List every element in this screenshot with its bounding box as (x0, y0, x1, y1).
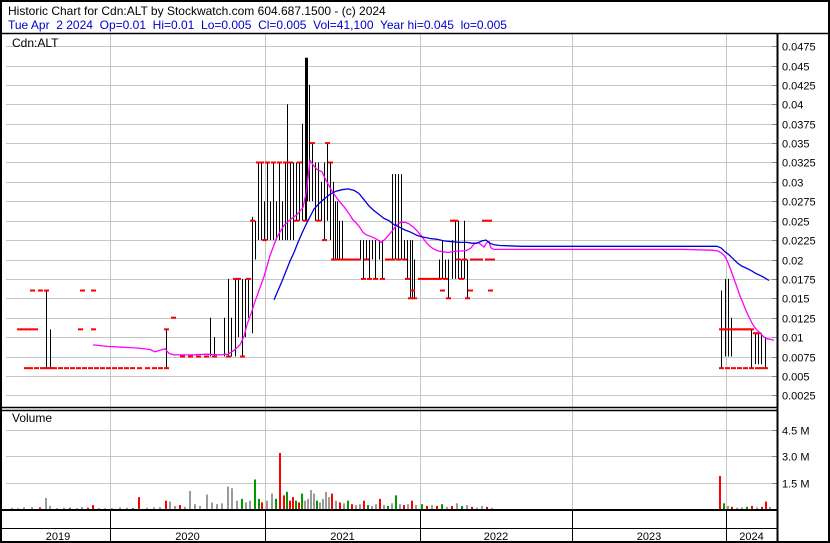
price-tick-label: 0.0075 (782, 353, 816, 365)
price-tick-label: 0.015 (782, 294, 810, 306)
year-axis-labels: 2019 2020 2021 2022 2023 2024 (46, 531, 764, 543)
symbol-label: Cdn:ALT (12, 36, 59, 50)
volume-axis-labels: 4.5 M 3.0 M 1.5 M (782, 426, 810, 491)
pane-labels: Cdn:ALT (12, 36, 59, 50)
price-tick-label: 0.0225 (782, 236, 816, 248)
price-tick-label: 0.025 (782, 217, 810, 229)
price-axis-labels: 0.0475 0.045 0.0425 0.04 0.0375 0.035 0.0325 0.… (782, 42, 816, 403)
year-label: 2022 (484, 531, 508, 543)
price-tick-label: 0.0025 (782, 391, 816, 403)
price-tick-label: 0.0275 (782, 197, 816, 209)
price-tick-label: 0.035 (782, 139, 810, 151)
volume-pane-label: Volume (12, 411, 52, 425)
price-bars (46, 57, 766, 369)
volume-bars (11, 452, 771, 509)
price-tick-label: 0.04 (782, 100, 803, 112)
price-tick-label: 0.0475 (782, 42, 816, 54)
volume-tick-label: 3.0 M (782, 452, 810, 464)
volume-gridlines (6, 430, 777, 484)
price-tick-label: 0.0125 (782, 314, 816, 326)
chart-title-line: Historic Chart for Cdn:ALT by Stockwatch… (8, 4, 386, 18)
price-tick-label: 0.0425 (782, 81, 816, 93)
price-tick-label: 0.0375 (782, 120, 816, 132)
year-label: 2023 (637, 531, 661, 543)
year-gridlines (110, 33, 727, 541)
price-tick-label: 0.02 (782, 256, 803, 268)
price-tick-label: 0.005 (782, 372, 810, 384)
year-label: 2019 (46, 531, 70, 543)
price-tick-label: 0.0175 (782, 275, 816, 287)
moving-average-lines (92, 158, 775, 356)
year-label: 2020 (175, 531, 199, 543)
price-tick-label: 0.03 (782, 178, 803, 190)
year-label: 2021 (330, 531, 354, 543)
year-label: 2024 (739, 531, 763, 543)
price-tick-label: 0.045 (782, 62, 810, 74)
quote-summary-line: Tue Apr 2 2024 Op=0.01 Hi=0.01 Lo=0.005 … (8, 18, 507, 32)
price-gridlines (6, 46, 777, 396)
volume-tick-label: 4.5 M (782, 426, 810, 438)
volume-tick-label: 1.5 M (782, 479, 810, 491)
close-ticks (17, 142, 768, 370)
frame-lines (2, 32, 828, 541)
price-tick-label: 0.01 (782, 333, 803, 345)
price-tick-label: 0.0325 (782, 158, 816, 170)
